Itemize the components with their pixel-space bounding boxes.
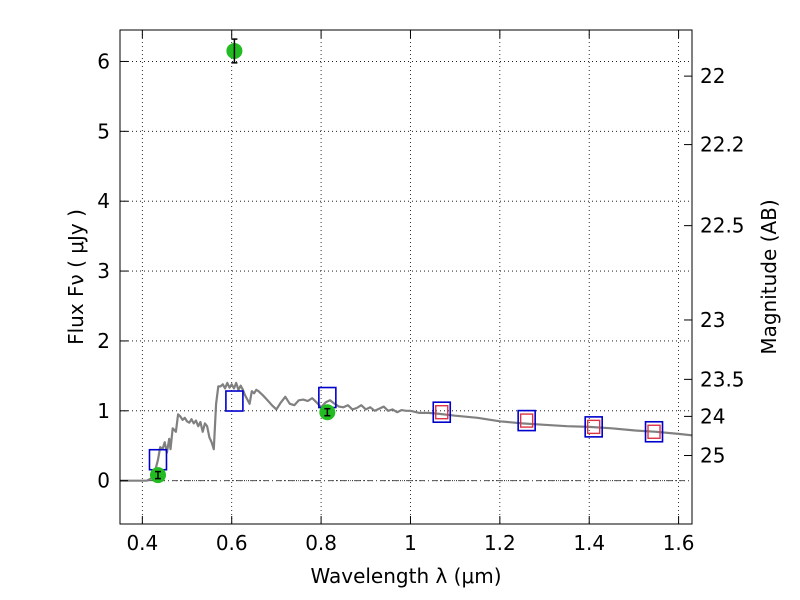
model-square-marker: [644, 420, 664, 443]
y-tick-label: 6: [97, 49, 110, 73]
y-tick-label: 3: [97, 259, 110, 283]
right-tick-label: 23.5: [700, 367, 745, 391]
model-square-marker: [225, 390, 244, 412]
x-tick-label: 1.2: [484, 531, 516, 555]
upper-limit-marker: [519, 413, 534, 428]
right-tick-label: 22: [700, 64, 725, 88]
model-square-marker: [432, 401, 452, 424]
upper-limit-marker: [586, 419, 601, 435]
right-y-axis-label: Magnitude (AB): [757, 199, 781, 354]
y-tick-label: 4: [97, 189, 110, 213]
y-tick-label: 0: [97, 469, 110, 493]
model-square-marker: [584, 416, 603, 438]
axis-ticks: 0.4 0.6 0.8 1 1.2 1.4 1.601234562222.222.52323…: [97, 30, 745, 555]
x-tick-label: 1: [404, 531, 417, 555]
x-tick-label: 1.4: [573, 531, 605, 555]
right-tick-label: 22.2: [700, 133, 745, 157]
model-sed-line: [120, 381, 693, 482]
data-markers: [148, 38, 664, 484]
y-tick-label: 2: [97, 329, 110, 353]
x-tick-label: 1.6: [663, 531, 695, 555]
x-tick-label: 0.6: [216, 531, 248, 555]
right-tick-label: 22.5: [700, 214, 745, 238]
x-tick-label: 0.4: [126, 531, 158, 555]
grid-lines: [120, 30, 692, 524]
y-tick-label: 1: [97, 399, 110, 423]
y-axis-label: Flux Fν ( μJy ): [64, 209, 88, 345]
x-axis-label: Wavelength λ (μm): [310, 564, 501, 588]
axes-frame: [119, 29, 693, 525]
model-square-marker: [517, 409, 536, 432]
right-tick-label: 25: [700, 444, 725, 468]
right-tick-label: 24: [700, 404, 725, 428]
upper-limit-marker: [435, 405, 449, 420]
y-tick-label: 5: [97, 119, 110, 143]
right-tick-label: 23: [700, 308, 725, 332]
x-tick-label: 0.8: [305, 531, 337, 555]
upper-limit-marker: [647, 424, 661, 439]
